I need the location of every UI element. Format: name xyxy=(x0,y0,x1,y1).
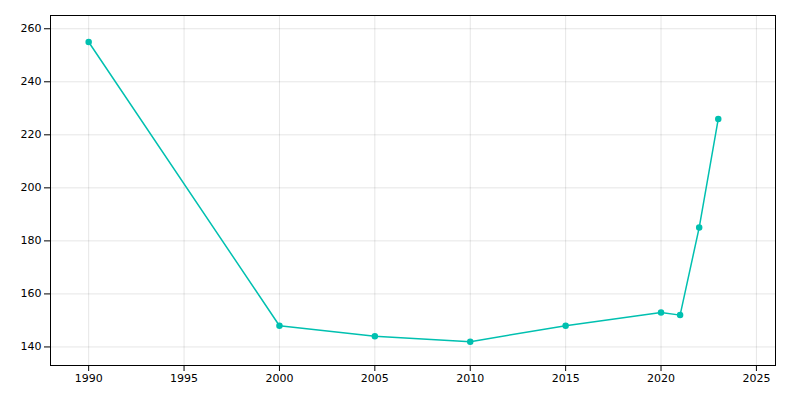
svg-text:180: 180 xyxy=(21,234,42,247)
svg-text:160: 160 xyxy=(21,287,42,300)
svg-text:2025: 2025 xyxy=(742,372,770,385)
svg-text:2010: 2010 xyxy=(456,372,484,385)
svg-text:2020: 2020 xyxy=(647,372,675,385)
svg-text:260: 260 xyxy=(21,22,42,35)
svg-text:2000: 2000 xyxy=(265,372,293,385)
svg-text:1995: 1995 xyxy=(170,372,198,385)
svg-text:2015: 2015 xyxy=(552,372,580,385)
svg-text:140: 140 xyxy=(21,340,42,353)
svg-text:240: 240 xyxy=(21,75,42,88)
svg-text:2005: 2005 xyxy=(361,372,389,385)
svg-text:220: 220 xyxy=(21,128,42,141)
svg-text:1990: 1990 xyxy=(75,372,103,385)
svg-text:200: 200 xyxy=(21,181,42,194)
